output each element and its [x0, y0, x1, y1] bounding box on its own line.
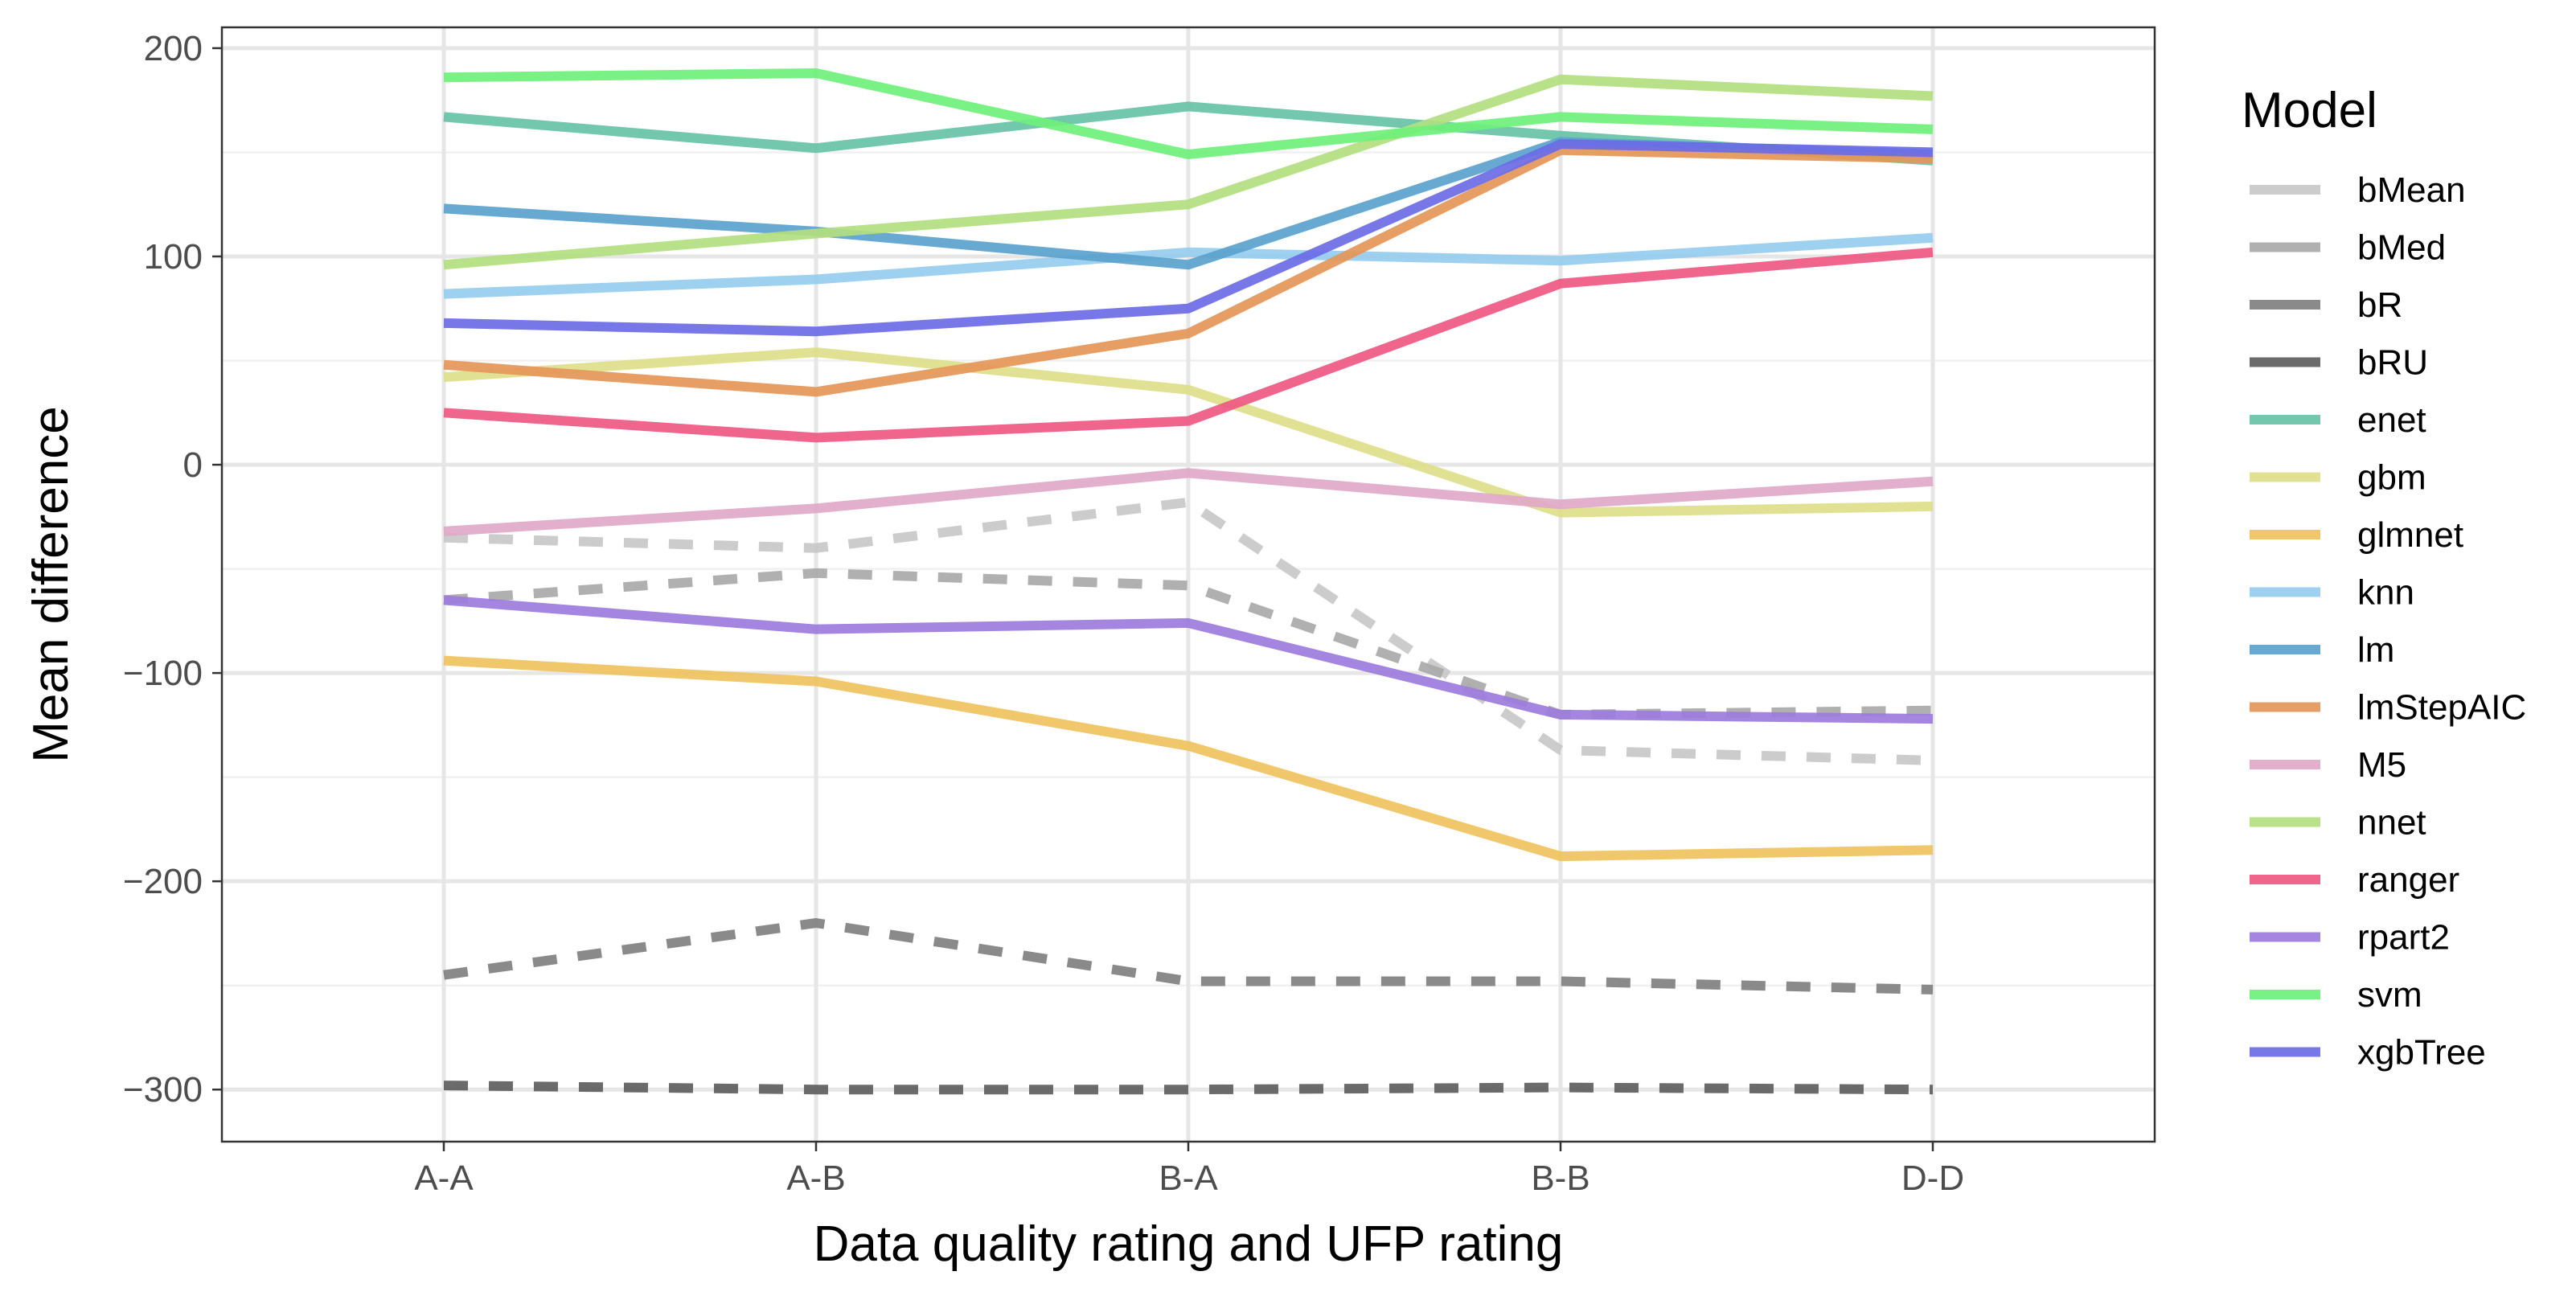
legend-label: knn — [2357, 573, 2414, 613]
x-tick-label: B-A — [1159, 1159, 1218, 1198]
legend-title: Model — [2242, 83, 2377, 138]
legend-label: gbm — [2357, 458, 2426, 498]
x-tick-label: D-D — [1901, 1159, 1964, 1198]
series-line-bru — [443, 1081, 1934, 1095]
legend-label: ranger — [2357, 860, 2459, 900]
legend-label: bMed — [2357, 228, 2446, 268]
series-line-glmnet — [443, 655, 1934, 862]
legend-label: xgbTree — [2357, 1033, 2486, 1072]
y-tick-label: 0 — [183, 445, 203, 485]
series-line-rpart2 — [443, 595, 1934, 724]
series-line-m5 — [443, 468, 1934, 536]
legend-label: lmStepAIC — [2357, 688, 2526, 728]
legend-label: bR — [2357, 285, 2402, 325]
series-line-lmstepaic — [443, 145, 1934, 397]
y-tick-label: −200 — [123, 862, 203, 901]
legend-label: nnet — [2357, 803, 2426, 843]
y-axis-title: Mean difference — [23, 406, 79, 762]
series-line-xgbtree — [443, 139, 1934, 337]
x-tick-label: A-B — [786, 1159, 845, 1198]
y-tick-label: 100 — [144, 237, 203, 277]
x-axis: A-A A-B B-A B-B D-D — [414, 1142, 1964, 1198]
x-tick-label: B-B — [1531, 1159, 1589, 1198]
series-line-nnet — [443, 74, 1934, 270]
y-axis: −300 −200 −100 0 100 200 — [123, 29, 222, 1109]
legend: Model bMean bMed bR bRU enet gbm glmnet knn lm lm… — [2242, 83, 2526, 1072]
legend-label: lm — [2357, 630, 2394, 670]
y-tick-label: −100 — [123, 654, 203, 693]
legend-label: glmnet — [2357, 515, 2463, 555]
y-tick-label: −300 — [123, 1070, 203, 1109]
legend-label: M5 — [2357, 745, 2406, 785]
series-line-bmean — [443, 497, 1934, 765]
legend-label: enet — [2357, 400, 2426, 440]
legend-label: bMean — [2357, 170, 2466, 210]
legend-label: svm — [2357, 975, 2422, 1015]
series-lines — [443, 68, 1934, 1095]
series-line-gbm — [443, 347, 1934, 518]
legend-label: bRU — [2357, 343, 2428, 383]
legend-label: rpart2 — [2357, 918, 2450, 958]
x-tick-label: A-A — [414, 1159, 474, 1198]
series-line-knn — [443, 232, 1934, 299]
series-line-svm — [443, 68, 1934, 159]
x-axis-title: Data quality rating and UFP rating — [814, 1216, 1564, 1272]
series-line-ranger — [443, 247, 1934, 443]
y-tick-label: 200 — [144, 29, 203, 68]
